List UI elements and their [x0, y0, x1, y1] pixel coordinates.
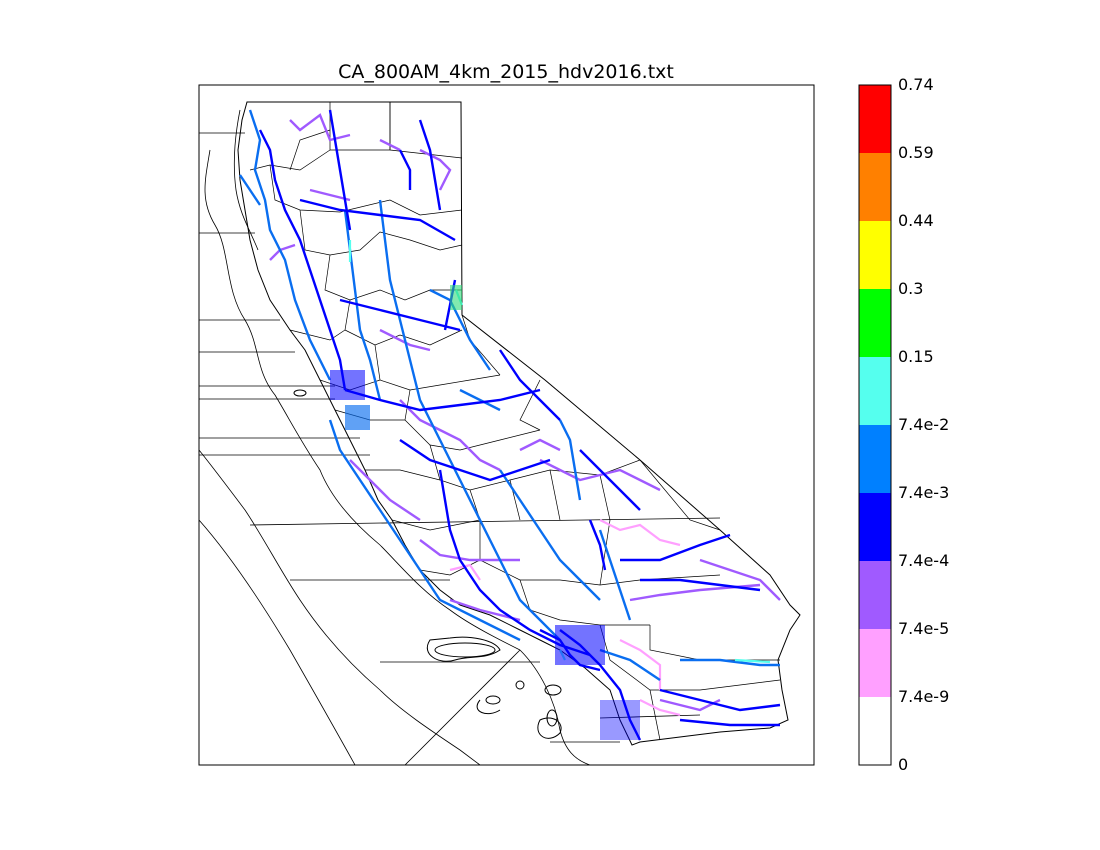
colorbar: 0 7.4e-9 7.4e-5 7.4e-4 7.4e-3 7.4e-2 0.1… — [858, 75, 949, 774]
colorbar-blue-segment — [859, 493, 891, 561]
colorbar-label-3: 7.4e-4 — [898, 551, 949, 570]
colorbar-label-4: 7.4e-3 — [898, 483, 949, 502]
colorbar-label-7: 0.3 — [898, 279, 923, 298]
map-title: CA_800AM_4km_2015_hdv2016.txt — [338, 61, 674, 83]
offshore-boundaries — [199, 109, 591, 765]
map-frame — [198, 84, 815, 766]
colorbar-orange-segment — [859, 153, 891, 221]
colorbar-cyan-segment — [859, 357, 891, 425]
california-outline — [237, 101, 801, 746]
colorbar-frame — [858, 84, 892, 766]
colorbar-purple-segment — [859, 561, 891, 629]
colorbar-green-segment — [859, 289, 891, 357]
colorbar-label-9: 0.59 — [898, 143, 934, 162]
colorbar-lightblue-segment — [859, 425, 891, 493]
urban-areas — [330, 285, 640, 740]
colorbar-label-5: 7.4e-2 — [898, 415, 949, 434]
colorbar-label-1: 7.4e-9 — [898, 687, 949, 706]
colorbar-yellow-segment — [859, 221, 891, 289]
channel-islands — [293, 389, 562, 739]
colorbar-red-segment — [859, 85, 891, 153]
roads-trace — [449, 519, 681, 717]
colorbar-label-6: 0.15 — [898, 347, 934, 366]
colorbar-label-8: 0.44 — [898, 211, 934, 230]
county-boundaries — [247, 101, 781, 741]
roads-minor — [269, 113, 781, 712]
colorbar-white-segment — [859, 697, 891, 765]
roads-medium — [239, 109, 780, 681]
colorbar-label-2: 7.4e-5 — [898, 619, 949, 638]
colorbar-label-10: 0.74 — [898, 75, 934, 94]
zone-lines — [199, 132, 721, 765]
colorbar-pink-segment — [859, 629, 891, 697]
map-panel — [198, 84, 815, 766]
colorbar-label-0: 0 — [898, 755, 908, 774]
